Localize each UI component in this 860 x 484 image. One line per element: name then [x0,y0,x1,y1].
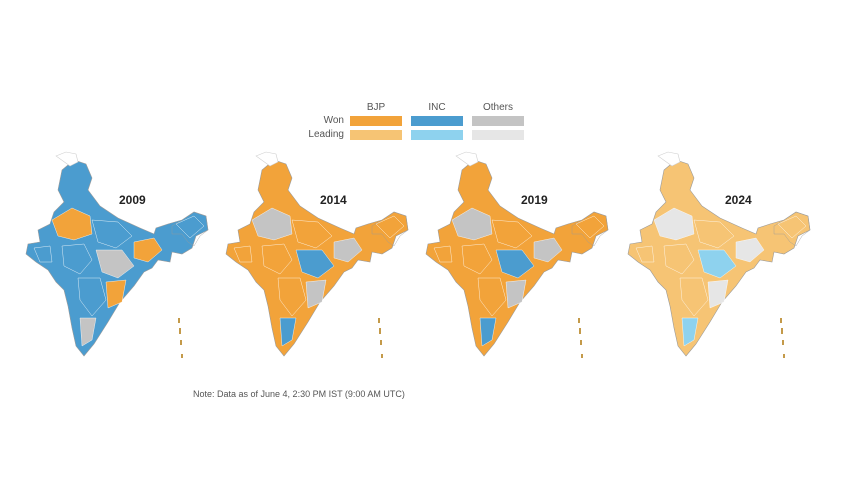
northeast-outline [371,211,409,247]
legend-header-inc: INC [428,102,446,113]
legend: BJP INC Others Won Leading [300,102,540,142]
northern-region [455,151,479,167]
island [578,318,580,323]
island [781,328,783,334]
legend-header-bjp: BJP [366,102,386,113]
island [379,328,381,334]
legend-row-leading: Leading [308,129,344,140]
constituency-region [653,207,695,241]
constituency-region [233,245,253,263]
constituency-region [175,215,205,239]
island [381,354,383,358]
data-note: Note: Data as of June 4, 2:30 PM IST (9:… [193,389,405,399]
india-map [425,151,609,358]
constituency-region [133,237,163,263]
swatch-others-leading [472,130,524,140]
island [579,328,581,334]
constituency-region [451,207,493,241]
constituency-region [495,249,535,279]
constituency-region [433,245,453,263]
constituency-region [105,279,127,309]
constituency-region [777,215,807,239]
constituency-region [277,277,307,317]
year-label-3: 2019 [521,193,548,207]
legend-header-others: Others [482,102,513,113]
map-panel-3 [422,150,622,370]
constituency-region [681,317,699,347]
year-label-1: 2009 [119,193,146,207]
india-map [225,151,409,358]
constituency-region [707,279,729,309]
constituency-region [477,277,507,317]
island [178,318,180,323]
constituency-region [95,249,135,279]
constituency-region [61,243,93,275]
constituency-region [533,237,563,263]
map-panel-2 [222,150,422,370]
constituency-region [697,249,737,279]
legend-row-won: Won [323,115,344,126]
island [181,354,183,358]
constituency-region [575,215,605,239]
swatch-inc-leading [411,130,463,140]
island [378,318,380,323]
map-panel-1 [22,150,222,370]
constituency-region [251,207,293,241]
northern-region [255,151,279,167]
swatch-inc-won [411,116,463,126]
constituency-region [79,317,97,347]
constituency-region [679,277,709,317]
constituency-region [333,237,363,263]
constituency-region [261,243,293,275]
northeast-outline [171,211,209,247]
constituency-region [375,215,405,239]
constituency-region [635,245,655,263]
swatch-bjp-leading [350,130,402,140]
year-label-4: 2024 [725,193,752,207]
map-panel-4 [624,150,824,370]
northern-region [55,151,79,167]
constituency-region [33,245,53,263]
india-map [627,151,811,358]
constituency-region [491,219,533,249]
northeast-outline [571,211,609,247]
island [783,354,785,358]
constituency-region [305,279,327,309]
northern-region [657,151,681,167]
island [580,340,582,345]
constituency-region [291,219,333,249]
constituency-region [693,219,735,249]
constituency-region [461,243,493,275]
island [179,328,181,334]
island [782,340,784,345]
swatch-others-won [472,116,524,126]
constituency-region [735,237,765,263]
island [581,354,583,358]
constituency-region [91,219,133,249]
constituency-region [295,249,335,279]
constituency-region [505,279,527,309]
constituency-region [479,317,497,347]
constituency-region [51,207,93,241]
swatch-bjp-won [350,116,402,126]
island [780,318,782,323]
india-map [25,151,209,358]
constituency-region [279,317,297,347]
constituency-region [663,243,695,275]
island [380,340,382,345]
year-label-2: 2014 [320,193,347,207]
constituency-region [77,277,107,317]
northeast-outline [773,211,811,247]
island [180,340,182,345]
